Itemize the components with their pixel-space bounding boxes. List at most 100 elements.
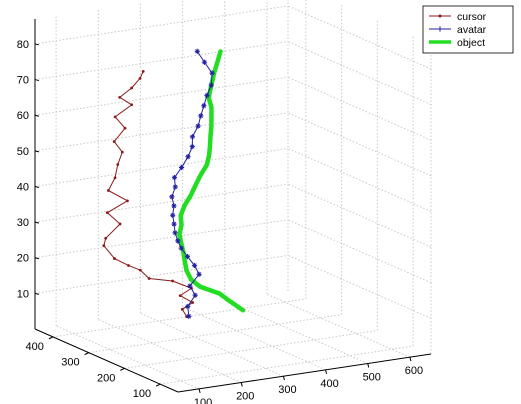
y-tick-mark (155, 383, 161, 387)
data-point-cursor (191, 301, 195, 304)
data-point-avatar (178, 164, 185, 171)
data-point-avatar (195, 123, 201, 129)
data-point-cursor (123, 126, 127, 130)
data-point-cursor (116, 163, 120, 166)
grid-line (266, 293, 411, 358)
z-tick-mark (34, 79, 40, 82)
x-axis-line (177, 353, 432, 393)
y-tick-label: 200 (97, 372, 115, 384)
grid-line (287, 254, 432, 319)
data-point-cursor (138, 268, 142, 272)
data-point-avatar (178, 245, 184, 251)
data-point-avatar (189, 144, 195, 150)
y-tick-mark (84, 352, 89, 356)
data-point-avatar (189, 134, 196, 140)
z-tick-mark (34, 221, 40, 224)
data-point-cursor (113, 115, 117, 119)
grid-line (224, 300, 368, 364)
marker-stroke (198, 113, 203, 118)
data-point-cursor (118, 222, 122, 226)
z-tick-mark (34, 43, 40, 46)
legend-label-avatar: avatar (457, 24, 487, 36)
marker-stroke (204, 93, 210, 98)
data-point-cursor (171, 279, 174, 283)
data-point-cursor (105, 211, 109, 215)
grid-line (287, 148, 432, 212)
marker-stroke (185, 304, 190, 309)
data-point-avatar (196, 271, 202, 277)
data-point-cursor (120, 150, 124, 154)
data-point-avatar (185, 154, 191, 160)
data-point-cursor (113, 176, 117, 180)
marker-stroke (192, 263, 197, 268)
marker-stroke (195, 123, 201, 129)
y-tick-label: 100 (133, 388, 151, 400)
legend-label-cursor: cursor (457, 11, 487, 23)
z-tick-label: 30 (17, 217, 29, 229)
marker-stroke (185, 254, 190, 259)
marker-stroke (186, 314, 191, 319)
data-point-cursor (113, 257, 116, 260)
grid-line (88, 314, 342, 354)
grid-line (34, 76, 289, 116)
data-point-avatar (184, 254, 191, 260)
marker-stroke (209, 70, 215, 76)
data-point-avatar (170, 212, 176, 218)
y-tick-label: 400 (26, 341, 44, 353)
data-point-avatar (186, 313, 192, 319)
grid-line (98, 319, 242, 383)
z-tick-label: 60 (17, 110, 29, 122)
z-tick-label: 50 (17, 146, 29, 158)
grid-line (34, 183, 289, 223)
data-point-avatar (209, 70, 215, 76)
grid-line (34, 219, 289, 259)
marker-stroke (193, 293, 198, 298)
marker-stroke (169, 194, 175, 199)
grid-line (287, 76, 432, 141)
y-tick-mark (48, 336, 54, 340)
data-point-cursor (180, 307, 184, 311)
grid-line (124, 329, 378, 369)
z-tick-label: 70 (17, 75, 29, 87)
x-tick-mark (367, 363, 370, 368)
data-point-avatar (204, 92, 210, 99)
grid-line (34, 112, 289, 152)
axes (34, 19, 432, 393)
data-point-cursor (102, 244, 106, 248)
z-tick-label: 20 (17, 253, 29, 265)
marker-stroke (172, 175, 177, 180)
grid-line (160, 345, 414, 385)
grid-line (52, 298, 306, 338)
data-point-avatar (171, 203, 177, 209)
series-line-object (177, 49, 246, 313)
data-point-cursor (104, 236, 108, 240)
grid-line (287, 219, 432, 284)
data-point-avatar (208, 82, 214, 88)
x-tick-mark (240, 382, 243, 387)
marker-stroke (173, 184, 178, 190)
data-point-cursor (112, 140, 116, 143)
x-tick-mark (325, 369, 328, 374)
data-point-cursor (138, 76, 142, 80)
marker-stroke (179, 245, 184, 251)
series-line-cursor (103, 70, 194, 318)
grid-line (182, 306, 326, 371)
marker-stroke (187, 283, 193, 289)
marker-stroke (195, 49, 200, 54)
z-tick-mark (34, 292, 40, 295)
grid-line (55, 325, 200, 390)
z-tick-mark (34, 150, 40, 153)
legend-marker-cursor (438, 14, 442, 18)
grid-line (287, 41, 432, 106)
grid-line (34, 5, 289, 45)
marker-stroke (190, 144, 195, 149)
marker-stroke (179, 165, 184, 170)
marker-stroke (175, 238, 180, 244)
data-point-avatar (187, 283, 193, 289)
grid-line (34, 147, 289, 187)
grid-line (287, 112, 432, 177)
z-tick-label: 40 (17, 181, 29, 193)
x-tick-label: 100 (194, 397, 212, 404)
x-tick-mark (409, 357, 412, 362)
y-axis-line (34, 328, 179, 393)
